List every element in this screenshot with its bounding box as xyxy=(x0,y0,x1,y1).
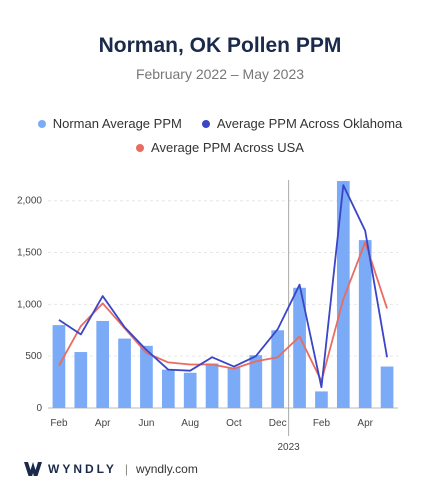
footer-site-link[interactable]: wyndly.com xyxy=(136,462,198,476)
bar-norman xyxy=(118,338,131,408)
x-tick-labels: Feb Apr Jun Aug Oct Dec Feb Apr xyxy=(50,418,373,429)
bar-norman xyxy=(205,363,219,408)
legend-label-usa: Average PPM Across USA xyxy=(151,140,304,155)
bar-norman xyxy=(96,320,110,408)
x-tick-label: Oct xyxy=(226,418,242,429)
bar-norman xyxy=(140,345,153,408)
legend-item-usa: Average PPM Across USA xyxy=(136,140,304,155)
legend-dot-norman xyxy=(37,119,46,128)
legend-row-2: Average PPM Across USA xyxy=(0,140,440,155)
bar-norman xyxy=(52,325,66,408)
footer-brand: WYNDLY xyxy=(48,462,117,476)
bar-norman xyxy=(227,367,241,408)
bar-norman xyxy=(336,181,350,408)
bar-norman xyxy=(74,352,88,408)
y-tick-label: 1,000 xyxy=(17,299,42,310)
y-tick-label: 2,000 xyxy=(17,196,42,207)
bar-norman xyxy=(271,330,285,408)
x-tick-label: Apr xyxy=(357,418,373,429)
y-tick-labels: 0 500 1,000 1,500 2,000 xyxy=(17,196,42,414)
bar-series xyxy=(52,181,394,408)
legend-label-norman: Norman Average PPM xyxy=(52,116,182,131)
line-series xyxy=(58,184,388,389)
chart-title: Norman, OK Pollen PPM xyxy=(98,34,342,57)
bar-norman xyxy=(380,366,394,408)
bar-norman xyxy=(183,372,197,408)
y-tick-label: 500 xyxy=(25,351,42,362)
bar-norman xyxy=(358,240,372,408)
bar-norman xyxy=(315,391,328,408)
line-usa xyxy=(58,241,388,382)
legend-row-1: Norman Average PPM Average PPM Across Ok… xyxy=(0,116,440,131)
legend-dot-oklahoma xyxy=(201,119,210,128)
bar-norman xyxy=(249,355,263,408)
y-tick-label: 1,500 xyxy=(17,248,42,259)
x-tick-label: Jun xyxy=(138,418,154,429)
chart-subtitle: February 2022 – May 2023 xyxy=(135,66,305,82)
line-oklahoma xyxy=(58,184,388,389)
legend-item-oklahoma: Average PPM Across Oklahoma xyxy=(201,116,403,131)
footer: WYNDLY | wyndly.com xyxy=(24,462,198,476)
x-tick-label: Dec xyxy=(269,418,287,429)
bar-norman xyxy=(293,287,306,408)
footer-separator: | xyxy=(124,462,129,476)
x-tick-label: Feb xyxy=(50,418,68,429)
year-label: 2023 xyxy=(278,442,301,453)
bar-norman xyxy=(161,369,175,408)
legend-label-oklahoma: Average PPM Across Oklahoma xyxy=(216,116,403,131)
x-tick-label: Apr xyxy=(95,418,111,429)
legend-item-norman: Norman Average PPM xyxy=(37,116,182,131)
x-tick-label: Aug xyxy=(181,418,199,429)
x-tick-label: Feb xyxy=(313,418,331,429)
wyndly-logo-icon xyxy=(24,462,42,476)
y-tick-label: 0 xyxy=(36,403,42,414)
legend-dot-usa xyxy=(136,143,145,152)
